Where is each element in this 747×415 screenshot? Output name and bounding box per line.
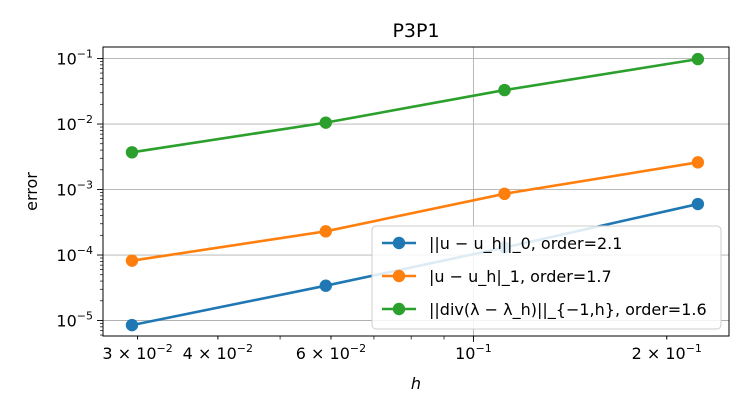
data-point [691, 197, 705, 211]
data-point [498, 187, 511, 201]
data-point [319, 225, 332, 238]
y-tick-label: 10−1 [56, 48, 93, 69]
series-line [131, 161, 699, 262]
data-point [498, 83, 511, 97]
series-3 [125, 52, 705, 159]
y-ticks: 10−5 10−4 10−3 10−2 10−1 [56, 48, 103, 336]
legend-label: |u − u_h|_1, order=1.7 [429, 267, 612, 287]
data-point [319, 279, 332, 292]
x-tick-label: 4 × 10−2 [183, 342, 253, 363]
x-axis-label: h [411, 374, 421, 393]
x-tick-label: 6 × 10−2 [296, 342, 366, 363]
x-tick-label: 2 × 10−1 [632, 342, 702, 363]
data-point [691, 156, 705, 169]
y-tick-label: 10−2 [56, 113, 93, 134]
legend-label: ||div(λ − λ_h)||_{−1,h}, order=1.6 [429, 300, 707, 320]
data-point [125, 146, 139, 159]
series-2 [125, 156, 705, 267]
y-axis-label: error [22, 172, 41, 211]
series-line [131, 57, 699, 154]
y-tick-label: 10−5 [56, 310, 93, 331]
data-point [691, 52, 705, 66]
legend: ||u − u_h||_0, order=2.1 |u − u_h|_1, ord… [371, 225, 722, 330]
legend-marker [392, 302, 406, 316]
chart-title: P3P1 [392, 20, 439, 42]
data-point [125, 318, 139, 332]
x-ticks: 3 × 10−2 4 × 10−2 6 × 10−2 10−1 2 × 10−1 [102, 336, 702, 363]
data-point [125, 254, 139, 267]
plot-frame [102, 46, 730, 337]
x-tick-label: 10−1 [455, 342, 492, 363]
legend-marker [392, 269, 406, 283]
y-tick-label: 10−4 [56, 244, 93, 265]
y-tick-label: 10−3 [56, 179, 93, 200]
legend-label: ||u − u_h||_0, order=2.1 [429, 234, 622, 254]
legend-box [371, 225, 722, 330]
legend-marker [392, 236, 406, 250]
x-tick-label: 3 × 10−2 [102, 342, 172, 363]
data-point [319, 116, 332, 129]
